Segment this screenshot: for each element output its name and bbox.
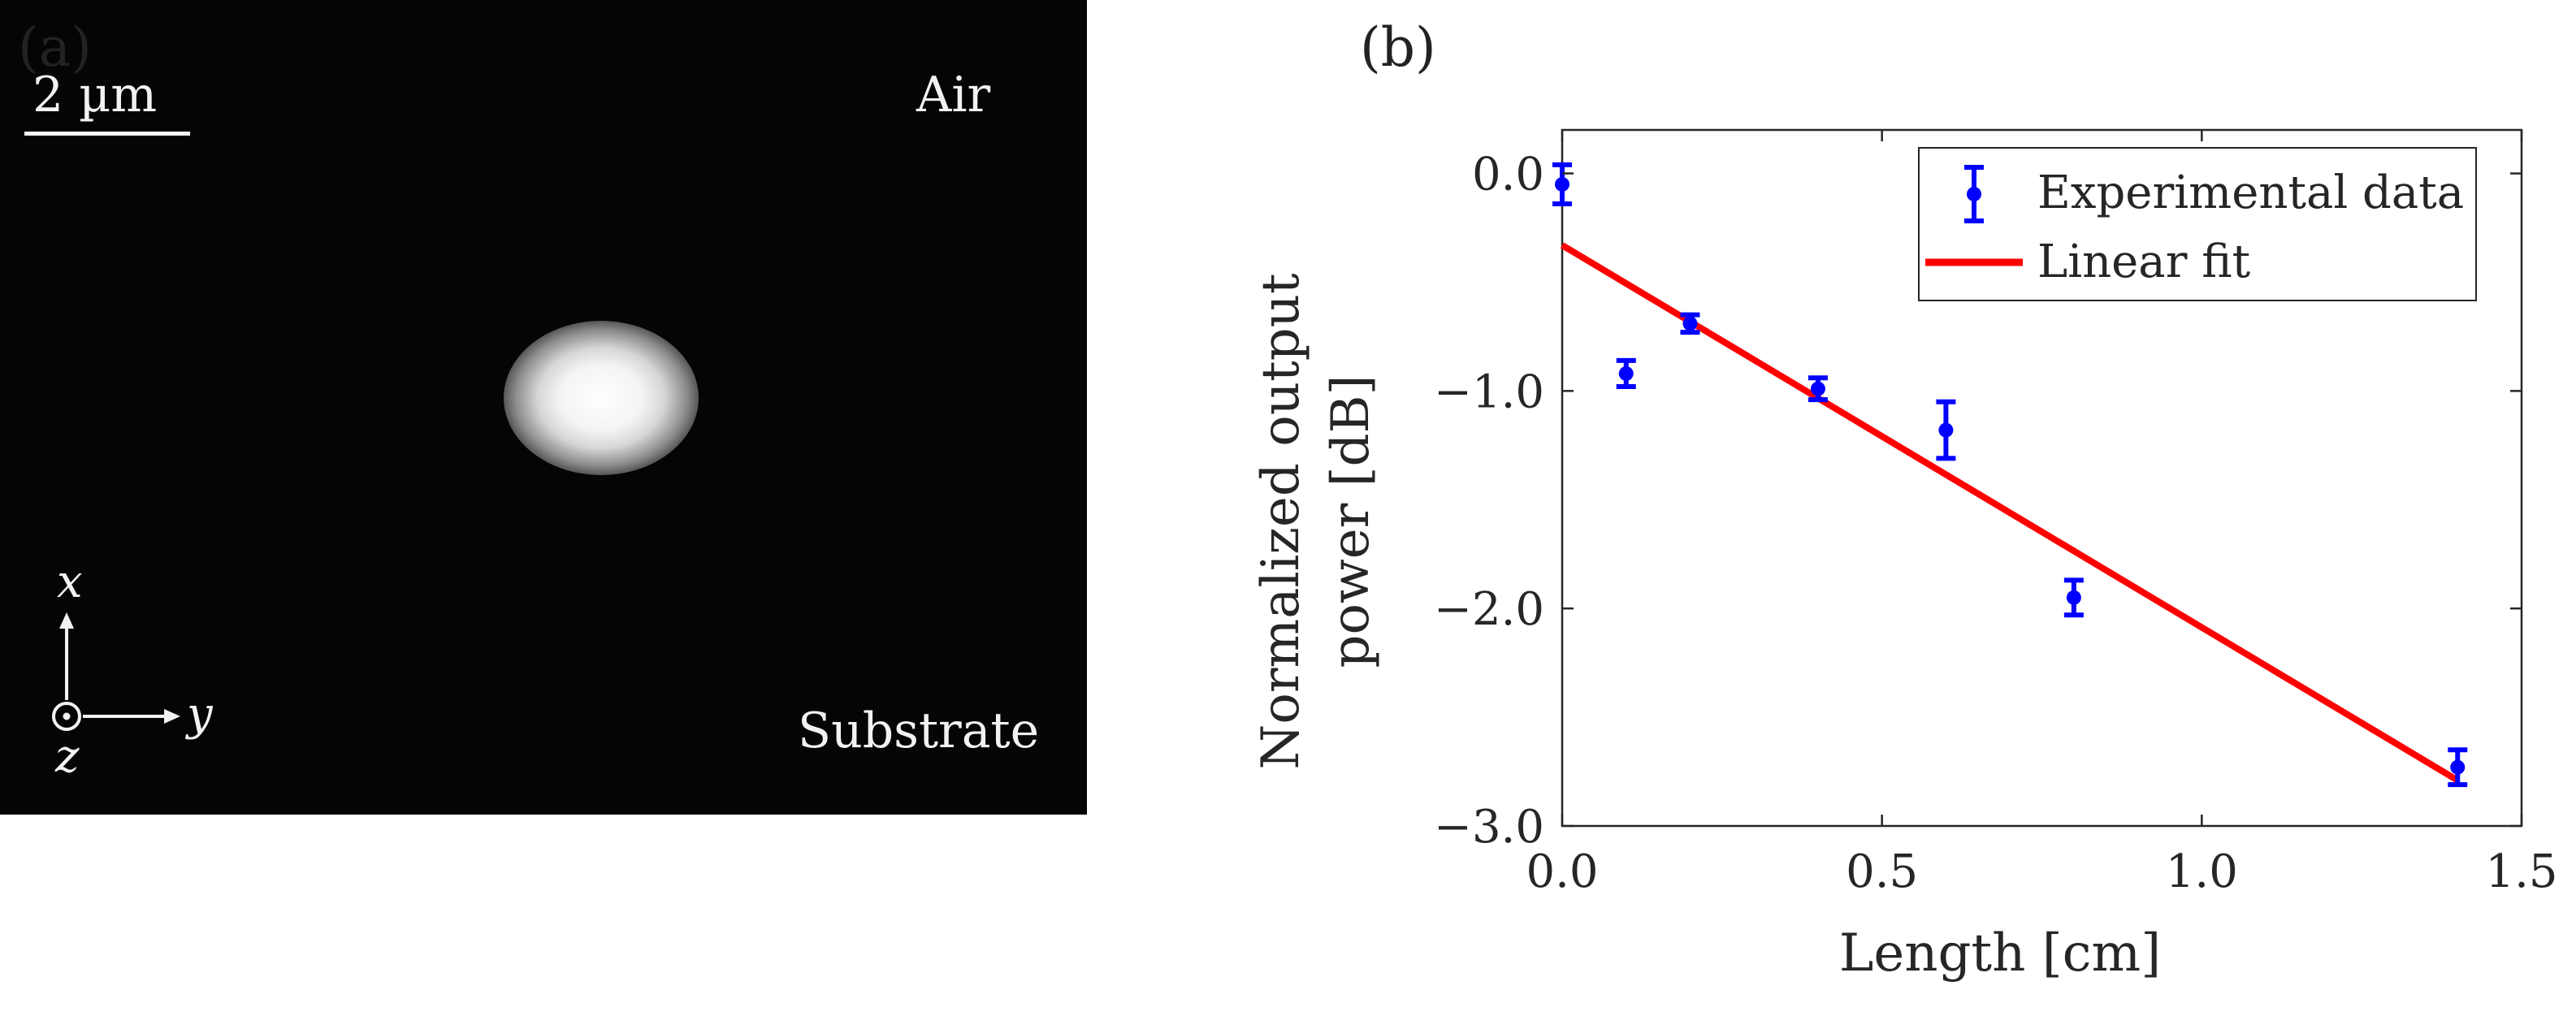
- panel-label-a: (a): [18, 16, 92, 79]
- y-axis-title: Normalized output power [dB]: [1251, 273, 1381, 769]
- y-axis-title-line-1: Normalized output: [1251, 273, 1311, 769]
- y-axis-label: y: [184, 688, 214, 741]
- data-marker: [1810, 381, 1825, 396]
- scale-bar-label: 2 µm: [32, 67, 158, 123]
- air-label: Air: [916, 67, 991, 123]
- legend-box: [1918, 147, 2477, 301]
- y-tick-label: −3.0: [1434, 801, 1544, 854]
- x-axis-title: Length [cm]: [1839, 923, 2161, 984]
- scale-bar: [24, 132, 190, 136]
- panel-label-b: (b): [1360, 16, 1436, 79]
- z-axis-label: z: [54, 730, 80, 783]
- y-tick-label: −1.0: [1434, 365, 1544, 418]
- y-axis-title-line-2: power [dB]: [1321, 374, 1381, 668]
- legend-label-experimental: Experimental data: [2037, 166, 2464, 219]
- data-point: [2448, 747, 2468, 788]
- y-tick-label: 0.0: [1472, 149, 1544, 201]
- data-marker: [1938, 422, 1954, 438]
- legend-label-fit: Linear fit: [2037, 236, 2251, 288]
- data-point: [1552, 162, 1572, 207]
- linear-fit-line: [1560, 242, 2460, 784]
- data-point: [1808, 375, 1828, 403]
- mode-spot: [504, 321, 699, 475]
- data-marker: [2450, 759, 2466, 775]
- data-point: [1936, 399, 1956, 461]
- data-marker: [2066, 590, 2081, 605]
- x-axis-label: x: [57, 556, 83, 608]
- data-marker: [1555, 176, 1569, 192]
- data-point: [1680, 312, 1700, 335]
- substrate-label: Substrate: [798, 703, 1040, 759]
- data-marker: [1618, 365, 1634, 381]
- data-marker: [1682, 316, 1698, 331]
- legend-item-experimental: Experimental data: [1964, 165, 2464, 223]
- coordinate-axes-icon: x y z: [52, 556, 214, 783]
- x-tick-label: 0.5: [1846, 845, 1918, 898]
- plot-area-frame: [1561, 128, 2523, 828]
- y-tick-label: −2.0: [1434, 583, 1544, 636]
- x-tick-label: 1.5: [2485, 845, 2557, 898]
- data-point: [1616, 357, 1636, 390]
- data-point: [2063, 577, 2084, 618]
- legend-item-fit: Linear fit: [1925, 236, 2251, 288]
- x-tick-label: 0.0: [1526, 845, 1598, 898]
- x-tick-label: 1.0: [2166, 845, 2238, 898]
- mode-profile-image: 2 µm Air Substrate x y z: [0, 0, 1087, 815]
